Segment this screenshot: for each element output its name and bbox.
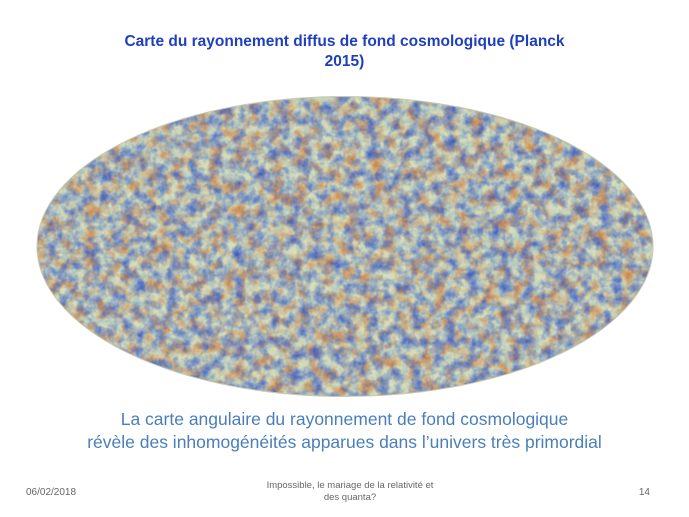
footer-center-line1: Impossible, le mariage de la relativité …: [266, 480, 434, 491]
caption-line2: révèle des inhomogénéités apparues dans …: [87, 432, 602, 452]
footer-center-text: Impossible, le mariage de la relativité …: [240, 480, 460, 504]
slide-title: Carte du rayonnement diffus de fond cosm…: [60, 32, 629, 72]
cmb-sky-map: [34, 93, 656, 400]
caption-line1: La carte angulaire du rayonnement de fon…: [120, 409, 569, 429]
slide-title-line2: 2015): [324, 53, 365, 70]
footer-center-line2: des quanta?: [323, 492, 377, 503]
footer-page-number: 14: [638, 487, 650, 498]
slide-caption: La carte angulaire du rayonnement de fon…: [40, 408, 649, 454]
footer-date: 06/02/2018: [26, 487, 77, 498]
slide-title-line1: Carte du rayonnement diffus de fond cosm…: [124, 33, 565, 50]
cmb-sky-map-image: [36, 96, 654, 397]
